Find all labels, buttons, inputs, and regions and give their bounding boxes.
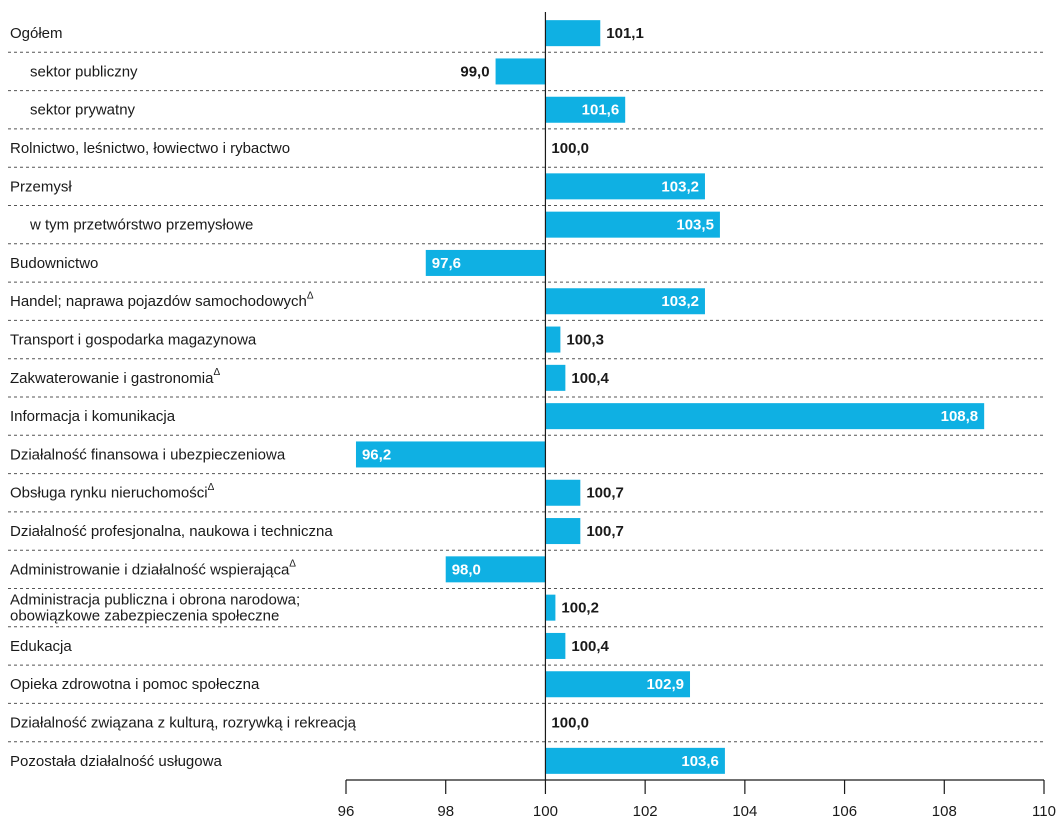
value-label: 108,8: [941, 408, 979, 425]
value-label: 96,2: [362, 446, 391, 463]
x-tick-label: 104: [732, 803, 757, 820]
value-label: 100,4: [571, 370, 609, 387]
value-label: 100,4: [571, 638, 609, 655]
bar: [545, 364, 566, 391]
category-label: Budownictwo: [10, 255, 98, 272]
category-line: obowiązkowe zabezpieczenia społeczne: [10, 608, 279, 625]
bar: [545, 479, 581, 506]
category-label: Informacja i komunikacja: [10, 408, 176, 425]
value-label: 103,2: [661, 293, 699, 310]
value-label: 101,1: [606, 25, 644, 42]
bar: [545, 96, 626, 123]
bar: [545, 594, 556, 621]
x-tick-label: 102: [633, 803, 658, 820]
value-label: 101,6: [582, 102, 620, 119]
footnote-mark: Δ: [289, 558, 296, 569]
x-tick-label: 98: [437, 803, 454, 820]
value-label: 100,7: [586, 523, 624, 540]
bar: [495, 58, 546, 85]
bar: [545, 747, 725, 774]
category-label: Zakwaterowanie i gastronomiaΔ: [10, 366, 220, 386]
footnote-mark: Δ: [208, 481, 215, 492]
bar: [545, 20, 601, 47]
category-label: Ogółem: [10, 25, 63, 42]
category-label: sektor prywatny: [30, 102, 136, 119]
category-label: Administracja publiczna i obrona narodow…: [10, 592, 300, 625]
category-label: Edukacja: [10, 638, 72, 655]
value-label: 103,6: [681, 753, 719, 770]
bar: [545, 326, 561, 353]
category-label: Przemysł: [10, 178, 72, 195]
bar: [445, 556, 546, 583]
x-tick-label: 106: [832, 803, 857, 820]
bar: [545, 632, 566, 659]
category-label: Transport i gospodarka magazynowa: [10, 332, 257, 349]
value-label: 98,0: [452, 561, 481, 578]
x-tick-label: 96: [338, 803, 355, 820]
value-label: 100,0: [551, 715, 589, 732]
value-label: 100,0: [551, 140, 589, 157]
bar: [425, 249, 546, 276]
category-label: Handel; naprawa pojazdów samochodowychΔ: [10, 290, 314, 310]
category-label: Działalność związana z kulturą, rozrywką…: [10, 715, 357, 732]
footnote-mark: Δ: [307, 290, 314, 301]
category-label: Administrowanie i działalność wspierając…: [10, 558, 296, 578]
value-label: 102,9: [646, 676, 684, 693]
category-label: Działalność profesjonalna, naukowa i tec…: [10, 523, 333, 540]
x-tick-label: 110: [1032, 803, 1056, 820]
value-label: 100,2: [561, 600, 599, 617]
category-label: sektor publiczny: [30, 63, 138, 80]
x-tick-label: 108: [932, 803, 957, 820]
bar: [545, 288, 705, 315]
category-label: Rolnictwo, leśnictwo, łowiectwo i rybact…: [10, 140, 290, 157]
bar: [545, 671, 691, 698]
category-label: Opieka zdrowotna i pomoc społeczna: [10, 676, 260, 693]
x-tick-label: 100: [533, 803, 558, 820]
value-label: 100,7: [586, 485, 624, 502]
category-label: w tym przetwórstwo przemysłowe: [29, 217, 253, 234]
value-label: 103,5: [676, 217, 714, 234]
bar: [545, 518, 581, 545]
category-line: Administracja publiczna i obrona narodow…: [10, 592, 300, 609]
category-label: Pozostała działalność usługowa: [10, 753, 222, 770]
category-label: Działalność finansowa i ubezpieczeniowa: [10, 446, 286, 463]
bar: [545, 403, 985, 430]
value-label: 103,2: [661, 178, 699, 195]
footnote-mark: Δ: [213, 366, 220, 377]
bar: [355, 441, 546, 468]
value-label: 100,3: [566, 332, 604, 349]
category-label: Obsługa rynku nieruchomościΔ: [10, 481, 215, 501]
value-label: 97,6: [432, 255, 461, 272]
bar: [545, 211, 720, 238]
bar: [545, 173, 705, 200]
value-label: 99,0: [460, 63, 489, 80]
